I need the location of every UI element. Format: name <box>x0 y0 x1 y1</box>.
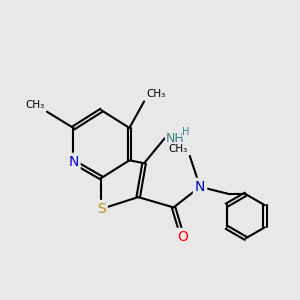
Text: NH: NH <box>166 132 185 145</box>
Text: CH₃: CH₃ <box>146 89 165 99</box>
Text: N: N <box>195 180 205 194</box>
Text: CH₃: CH₃ <box>168 144 188 154</box>
Text: O: O <box>177 230 188 244</box>
Text: N: N <box>68 155 79 169</box>
Text: H: H <box>182 127 190 137</box>
Text: CH₃: CH₃ <box>26 100 45 110</box>
Text: S: S <box>97 202 106 216</box>
